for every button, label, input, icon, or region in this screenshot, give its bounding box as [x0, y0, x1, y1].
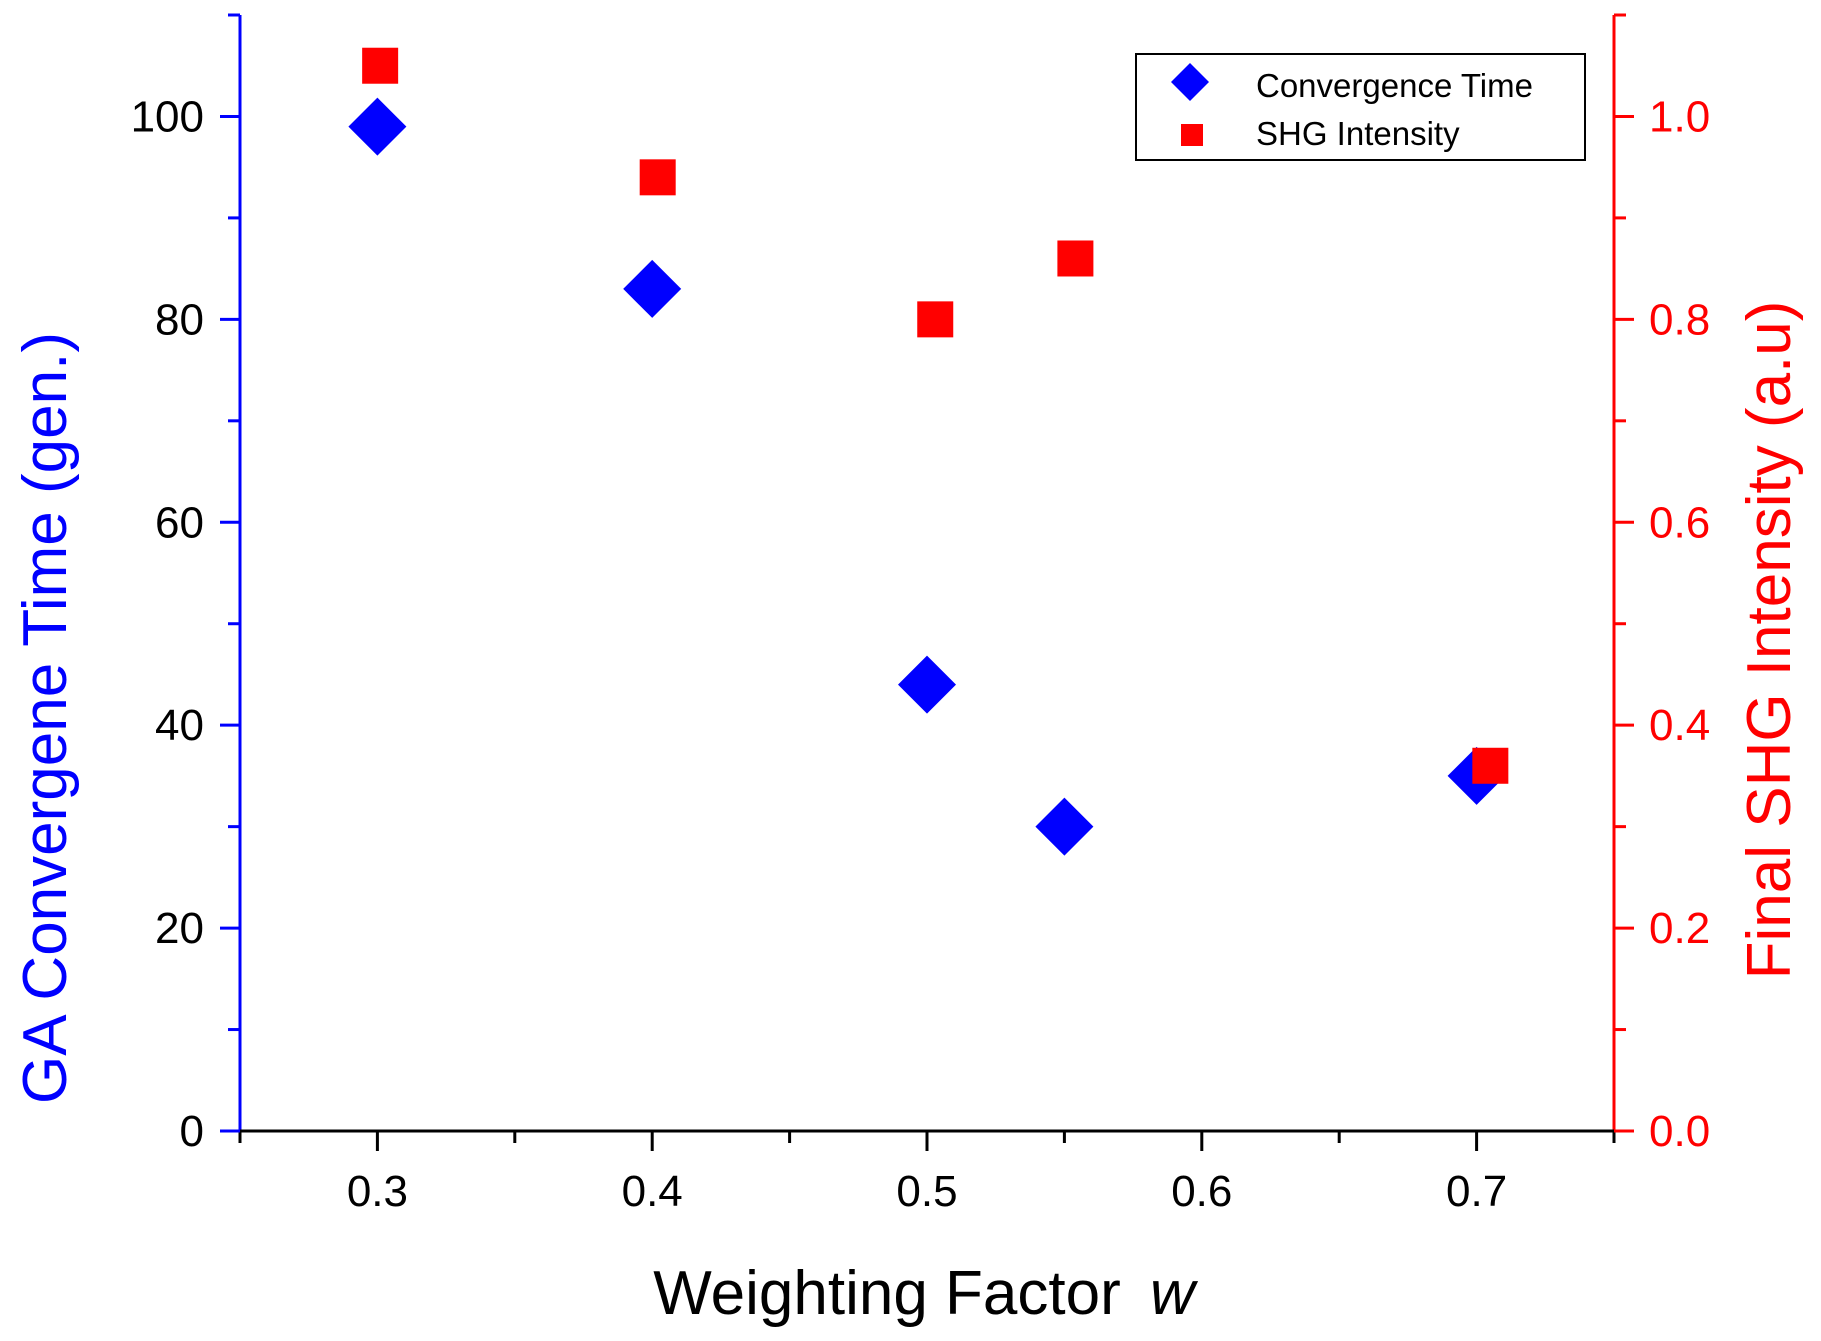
x-axis-title: Weighting Factor w	[653, 1259, 1199, 1328]
x-axis-title-text: Weighting Factor	[653, 1259, 1121, 1328]
x-tick-label: 0.6	[1171, 1167, 1232, 1216]
y-right-tick-label: 0.2	[1649, 904, 1710, 953]
y-right-tick-label: 0.6	[1649, 498, 1710, 547]
y-left-tick-label: 20	[155, 904, 204, 953]
x-axis-title-variable: w	[1150, 1259, 1199, 1328]
y-right-tick-label: 0.4	[1649, 701, 1710, 750]
x-tick-label: 0.7	[1446, 1167, 1507, 1216]
x-tick-label: 0.3	[347, 1167, 408, 1216]
y-left-tick-label: 0	[180, 1107, 204, 1156]
x-tick-label: 0.5	[896, 1167, 957, 1216]
y-left-tick-label: 100	[131, 92, 204, 141]
y-left-tick-label: 60	[155, 498, 204, 547]
convergence-time-point	[623, 259, 682, 318]
shg-intensity-point	[362, 47, 399, 84]
y-right-tick-label: 1.0	[1649, 92, 1710, 141]
y-right-tick-label: 0.0	[1649, 1107, 1710, 1156]
convergence-time-point	[1035, 797, 1094, 856]
legend-label-shg-intensity: SHG Intensity	[1256, 115, 1460, 152]
legend-box	[1135, 53, 1586, 161]
y-left-axis-title: GA Convergene Time (gen.)	[11, 332, 80, 1104]
axes-layer: 0.3 0.4 0.5 0.6 0.7 0 20 40 60 80 100 0.0 0.2 0.4 0.6 0…	[131, 13, 1710, 1216]
legend-square-marker	[1181, 124, 1203, 146]
y-right-tick-label: 0.8	[1649, 295, 1710, 344]
y-left-tick-label: 40	[155, 701, 204, 750]
convergence-time-point	[348, 97, 407, 156]
shg-intensity-point	[1472, 747, 1509, 784]
legend: Convergence Time SHG Intensity	[1135, 53, 1586, 161]
shg-intensity-point	[639, 159, 676, 196]
shg-intensity-point	[1057, 240, 1094, 277]
shg-intensity-point	[917, 301, 954, 338]
legend-label-convergence-time: Convergence Time	[1256, 67, 1533, 104]
marks-layer	[348, 47, 1509, 856]
legend-diamond-marker	[1171, 63, 1209, 101]
convergence-time-point	[898, 655, 956, 714]
y-left-tick-label: 80	[155, 295, 204, 344]
x-tick-label: 0.4	[622, 1167, 683, 1216]
y-right-axis-title: Final SHG Intensity (a.u)	[1735, 301, 1804, 980]
